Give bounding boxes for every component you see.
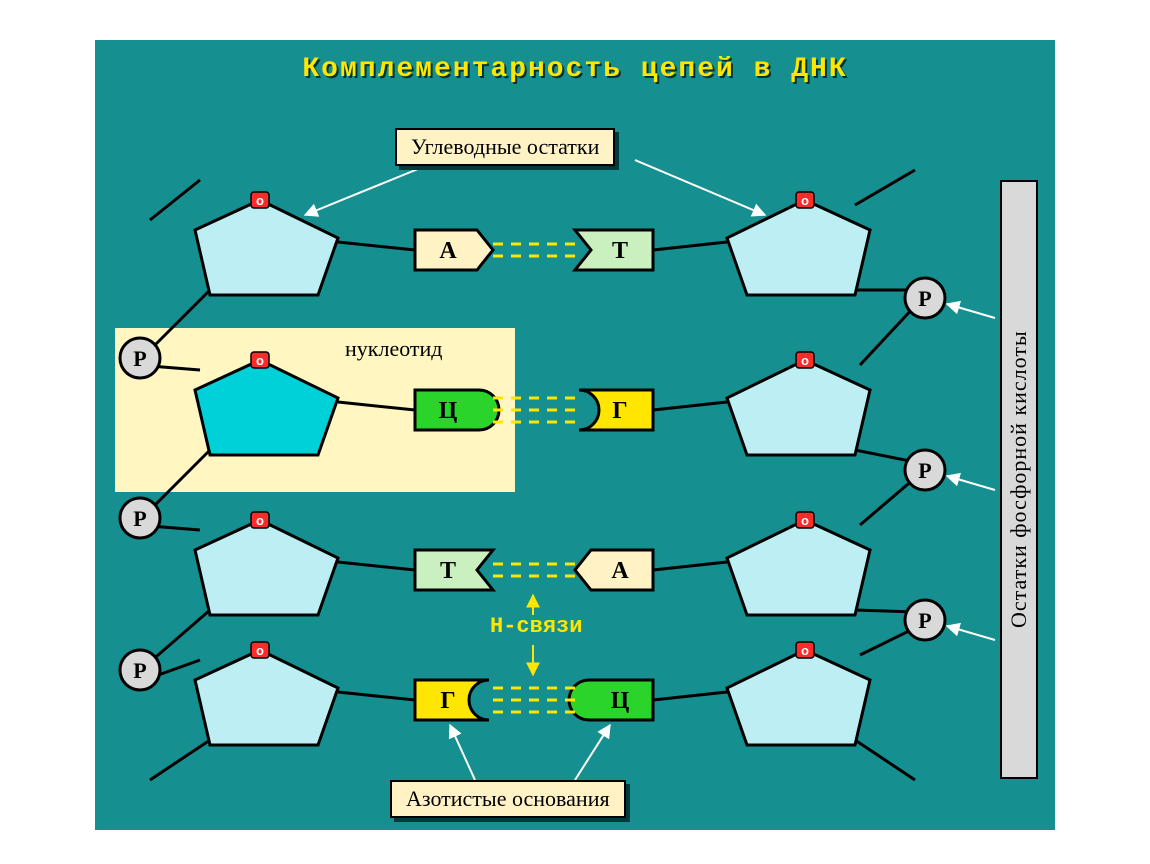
svg-text:Р: Р <box>133 658 146 683</box>
svg-text:Ц: Ц <box>611 688 630 714</box>
svg-text:Т: Т <box>612 238 628 264</box>
svg-text:Р: Р <box>133 346 146 371</box>
svg-text:Г: Г <box>612 398 627 424</box>
label-nucleotide: нуклеотид <box>345 336 443 362</box>
svg-text:Р: Р <box>133 506 146 531</box>
svg-text:о: о <box>256 353 264 368</box>
svg-text:о: о <box>256 643 264 658</box>
svg-text:А: А <box>439 238 457 264</box>
label-hbonds: Н-связи <box>490 614 582 639</box>
svg-text:А: А <box>611 558 629 584</box>
svg-text:Ц: Ц <box>439 398 458 424</box>
svg-text:Р: Р <box>918 286 931 311</box>
svg-text:Р: Р <box>918 458 931 483</box>
svg-text:о: о <box>801 353 809 368</box>
svg-text:о: о <box>801 193 809 208</box>
label-phosphate-residues: Остатки фосфорной кислоты <box>1000 180 1038 779</box>
svg-text:Р: Р <box>918 608 931 633</box>
svg-text:о: о <box>801 513 809 528</box>
label-bases: Азотистые основания <box>390 780 626 818</box>
diagram-stage: Комплементарность цепей в ДНК ооооооооРР… <box>95 40 1055 830</box>
label-carbohydrate: Углеводные остатки <box>395 128 615 166</box>
svg-text:о: о <box>801 643 809 658</box>
svg-text:о: о <box>256 193 264 208</box>
svg-text:Г: Г <box>440 688 455 714</box>
svg-text:Т: Т <box>440 558 456 584</box>
svg-text:о: о <box>256 513 264 528</box>
